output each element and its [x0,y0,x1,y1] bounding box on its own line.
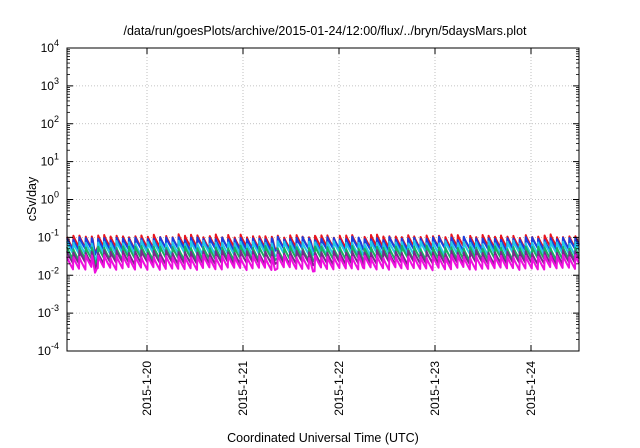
x-tick-label: 2015-1-23 [428,361,442,416]
x-tick-label: 2015-1-20 [140,361,154,416]
x-tick-label: 2015-1-21 [236,361,250,416]
series-group [66,233,580,274]
y-tick-label: 10-3 [38,303,59,320]
y-tick-label: 103 [41,76,59,93]
grid [67,48,579,351]
chart-title: /data/run/goesPlots/archive/2015-01-24/1… [123,24,527,38]
series-line [66,244,580,266]
y-tick-label: 10-2 [38,265,59,282]
y-tick-label: 101 [41,152,59,169]
x-tick-label: 2015-1-22 [332,361,346,416]
x-axis-label: Coordinated Universal Time (UTC) [227,431,419,445]
y-axis-label: cSv/day [25,176,39,221]
axes: 10-4 10-3 10-2 10-1 100 101 102 103 104 2015-1-20… [38,38,579,416]
series-line [66,235,580,256]
y-tick-label: 102 [41,114,59,131]
y-tick-label: 100 [41,190,59,207]
y-tick-label: 10-4 [38,341,59,358]
series-line [66,249,580,270]
series-line [66,253,580,274]
series-line [66,239,580,262]
y-tick-label: 104 [41,38,59,55]
y-tick-label: 10-1 [38,227,59,244]
x-tick-label: 2015-1-24 [524,361,538,416]
